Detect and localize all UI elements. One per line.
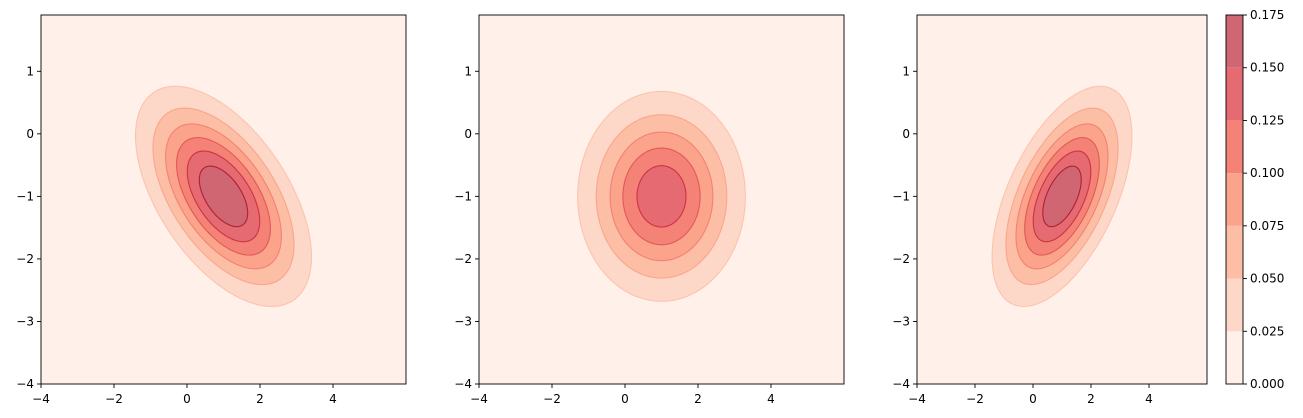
contour-line-0.15 xyxy=(198,165,249,228)
colorbar-segment xyxy=(1226,15,1243,68)
axes-frame xyxy=(478,14,845,385)
colorbar-segment xyxy=(1226,331,1243,384)
y-tick-label: −1 xyxy=(454,189,472,203)
x-tick-label: −4 xyxy=(32,392,50,406)
colorbar-tick-label: 0.150 xyxy=(1250,61,1284,75)
contour-line-0.025 xyxy=(991,85,1133,308)
x-tick-label: 4 xyxy=(1145,392,1153,406)
panel-1: −4 −2 0 2 4 −4 −3 −2 −1 0 1 xyxy=(16,14,407,406)
contour-line-0.05 xyxy=(595,114,728,279)
x-tick-label: −4 xyxy=(908,392,926,406)
x-tick-label: 0 xyxy=(621,392,629,406)
contour-line-0.075 xyxy=(165,123,282,270)
contour-line-0.1 xyxy=(622,147,701,246)
y-tick-label: −4 xyxy=(454,377,472,391)
y-tick-label: 0 xyxy=(464,127,472,141)
contour-line-0.125 xyxy=(186,150,261,243)
contour-fill-0.125 xyxy=(636,165,687,228)
y-tick-label: −2 xyxy=(16,252,34,266)
contour-line-0.025 xyxy=(134,85,313,308)
contour-panels: −4 −2 0 2 4 −4 −3 −2 −1 0 1 −4 −2 0 2 4 −4 −3 −2 −1 0 1 −4 −2 0 2… xyxy=(16,14,1208,406)
colorbar-segment xyxy=(1226,225,1243,279)
x-tick-label: 2 xyxy=(1087,392,1095,406)
contour-line-0.125 xyxy=(1032,150,1092,243)
contour-fill-0.15 xyxy=(1042,166,1082,227)
y-tick-label: 1 xyxy=(464,64,472,78)
colorbar-tick-label: 0.050 xyxy=(1250,272,1284,286)
y-tick-label: −2 xyxy=(454,252,472,266)
y-tick-label: −1 xyxy=(16,189,34,203)
x-tick-label: −4 xyxy=(470,392,488,406)
y-tick-label: −1 xyxy=(892,189,910,203)
x-tick-label: 4 xyxy=(329,392,337,406)
panel-2: −4 −2 0 2 4 −4 −3 −2 −1 0 1 xyxy=(454,14,845,406)
contour-line-0.15 xyxy=(1042,165,1082,228)
x-tick-label: 0 xyxy=(183,392,191,406)
colorbar-segment xyxy=(1226,173,1243,226)
x-tick-label: 2 xyxy=(694,392,702,406)
colorbar-tick-label: 0.025 xyxy=(1250,324,1284,338)
colorbar-tick-label: 0.000 xyxy=(1250,377,1284,391)
contour-line-0.075 xyxy=(1015,123,1109,270)
axes-frame xyxy=(40,14,407,385)
x-tick-label: 4 xyxy=(767,392,775,406)
x-tick-label: −2 xyxy=(966,392,984,406)
colorbar-segment xyxy=(1226,67,1243,121)
colorbar: 0.000 0.025 0.050 0.075 0.100 0.125 0.150 0.175 xyxy=(1225,8,1284,391)
colorbar-tick-label: 0.100 xyxy=(1250,166,1284,180)
colorbar-frame xyxy=(1225,14,1244,385)
colorbar-tick-label: 0.125 xyxy=(1250,113,1284,127)
axes-frame xyxy=(916,14,1208,385)
y-tick-label: −4 xyxy=(16,377,34,391)
y-tick-label: 1 xyxy=(902,64,910,78)
x-tick-label: 2 xyxy=(256,392,264,406)
contour-line-0.05 xyxy=(152,107,295,286)
x-tick-label: −2 xyxy=(543,392,561,406)
contour-line-0.1 xyxy=(175,137,272,256)
contour-line-0.125 xyxy=(636,165,687,228)
contour-fill-0.15 xyxy=(199,166,248,227)
x-tick-label: 0 xyxy=(1029,392,1037,406)
y-tick-label: 0 xyxy=(26,127,34,141)
y-tick-label: −3 xyxy=(892,314,910,328)
contour-line-0.075 xyxy=(609,131,714,262)
contour-line-0.05 xyxy=(1005,107,1119,286)
y-tick-label: 1 xyxy=(26,64,34,78)
colorbar-segment xyxy=(1226,120,1243,174)
y-tick-label: −2 xyxy=(892,252,910,266)
panel-3: −4 −2 0 2 4 −4 −3 −2 −1 0 1 xyxy=(892,14,1208,406)
colorbar-tick-label: 0.175 xyxy=(1250,8,1284,22)
x-tick-label: −2 xyxy=(105,392,123,406)
contour-line-0.025 xyxy=(577,90,746,302)
y-tick-label: −3 xyxy=(454,314,472,328)
y-tick-label: 0 xyxy=(902,127,910,141)
colorbar-segment xyxy=(1226,278,1243,332)
contour-line-0.1 xyxy=(1024,137,1100,256)
colorbar-tick-label: 0.075 xyxy=(1250,219,1284,233)
y-tick-label: −3 xyxy=(16,314,34,328)
y-tick-label: −4 xyxy=(892,377,910,391)
